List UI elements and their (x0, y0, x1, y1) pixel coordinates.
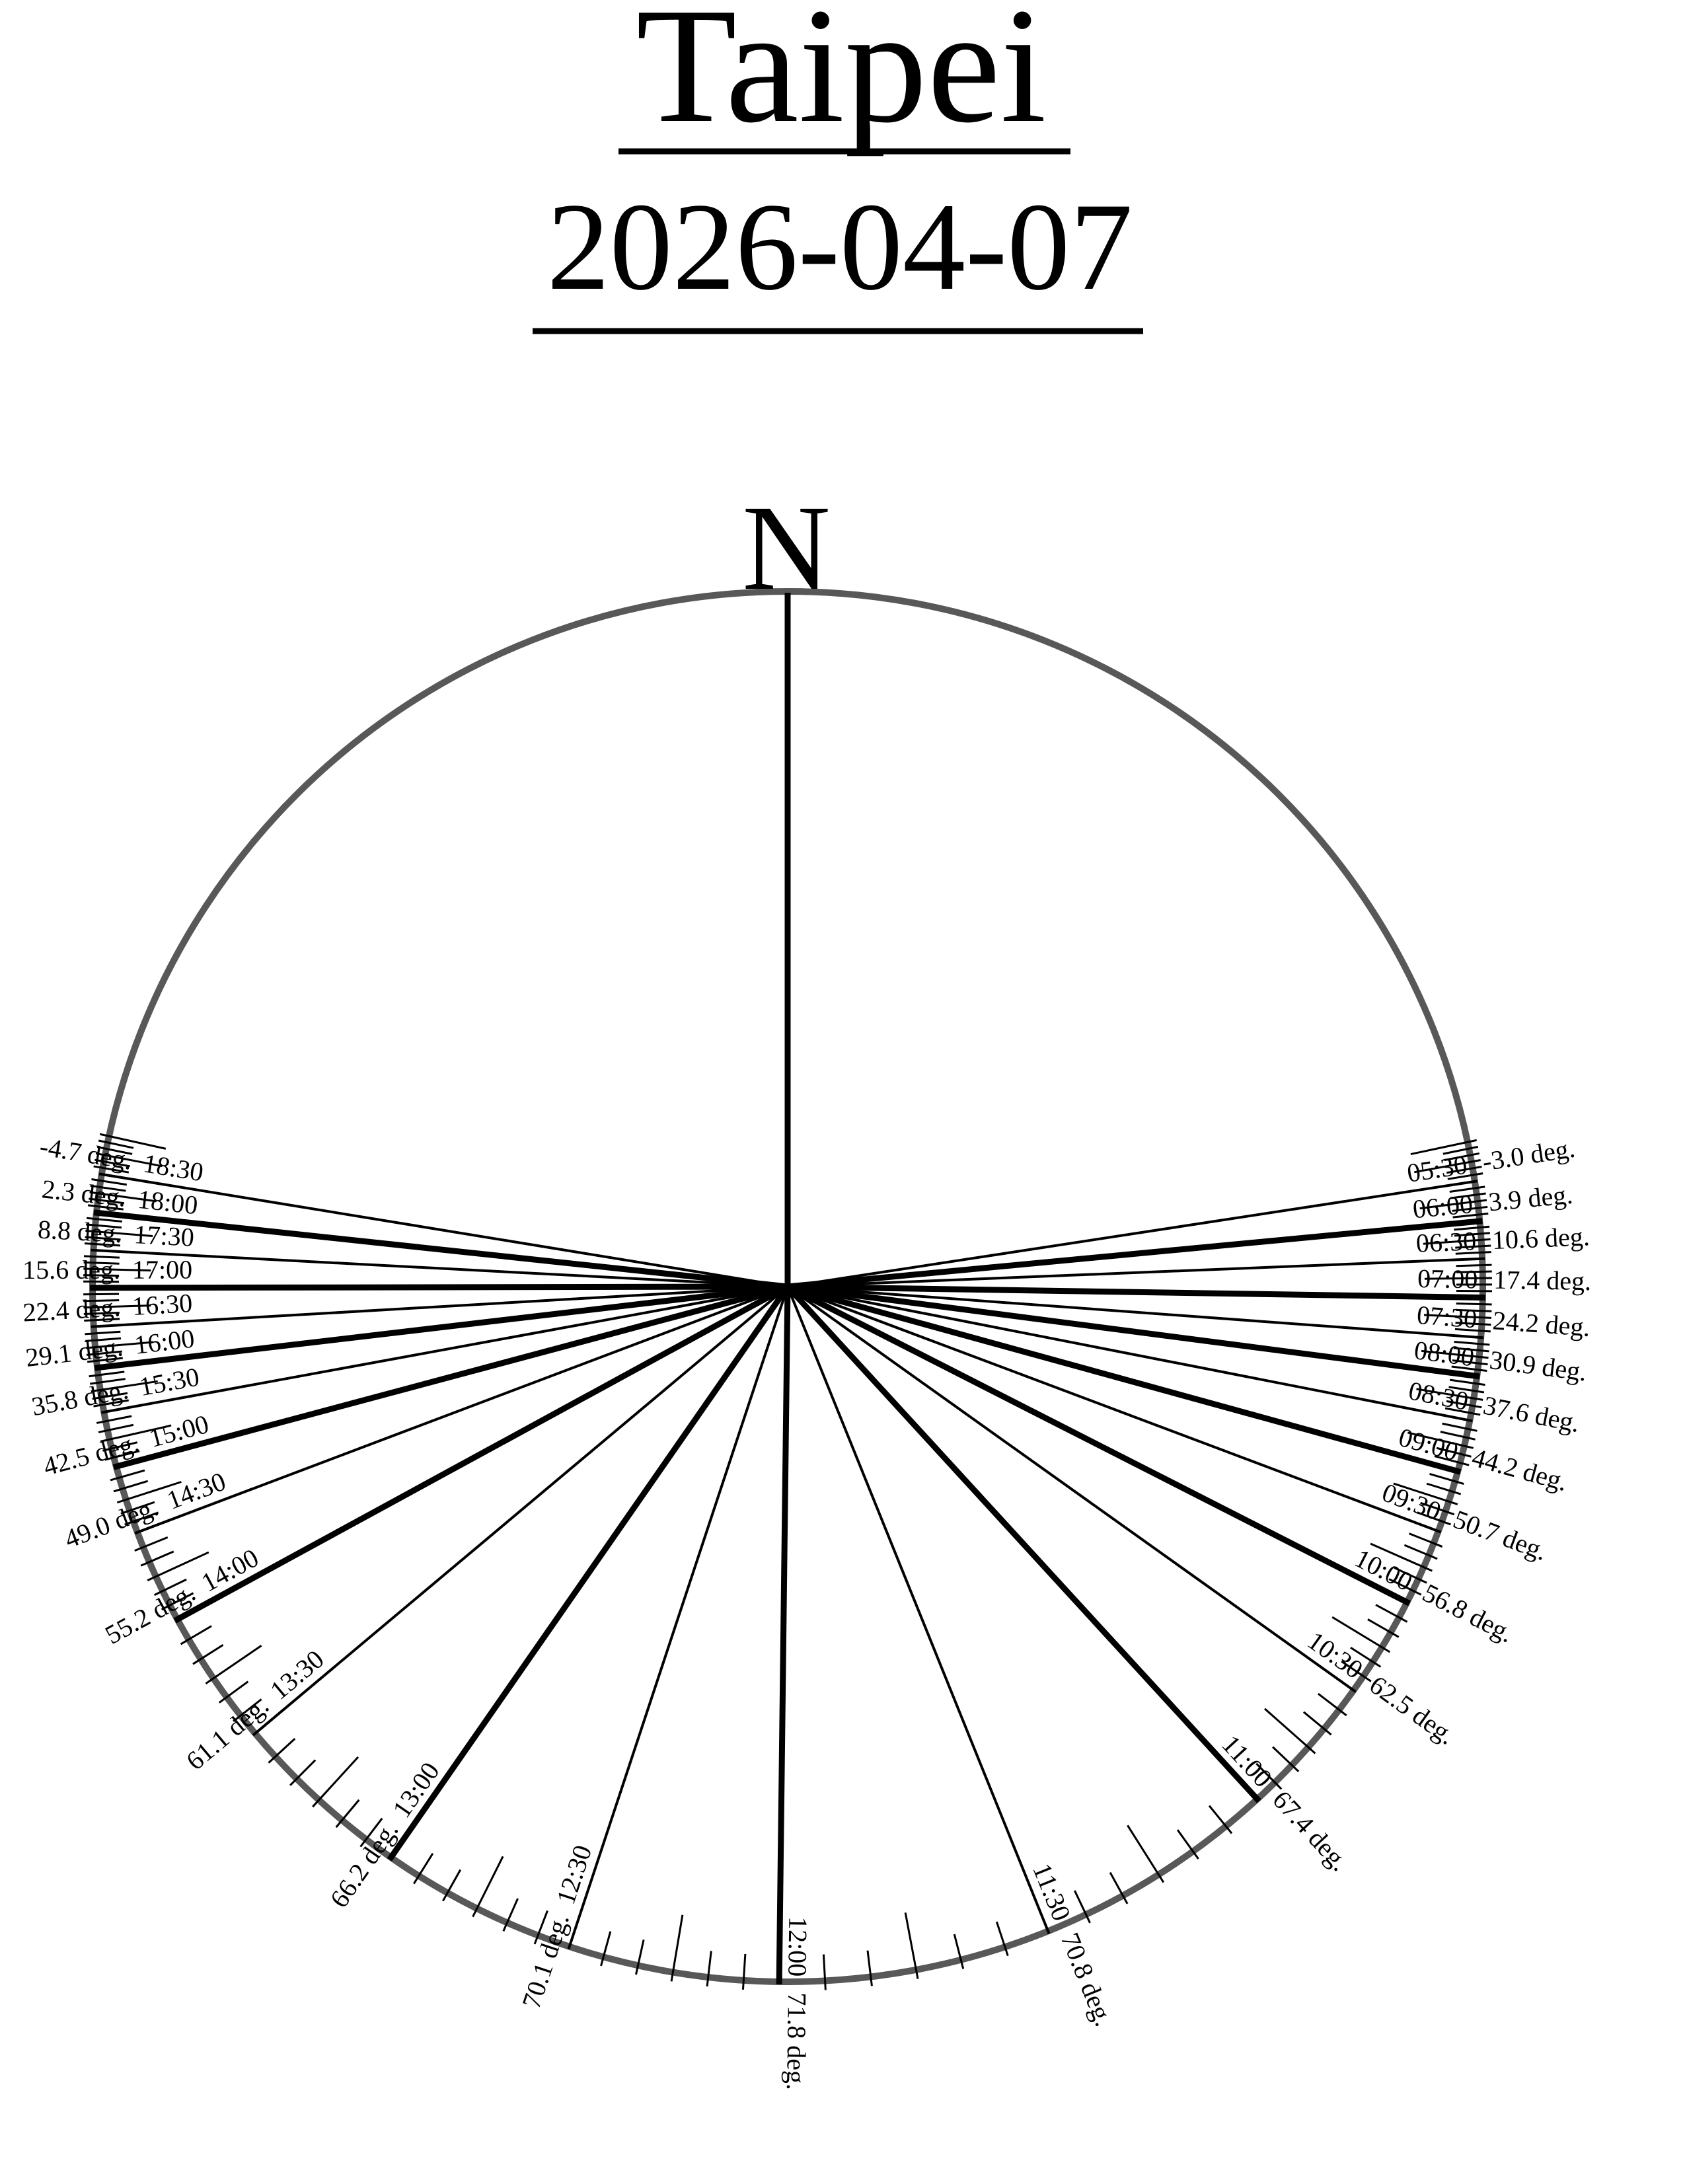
time-label: 05:30 (1405, 1150, 1469, 1188)
elevation-label: 35.8 deg. (29, 1374, 130, 1421)
elevation-label: 3.9 deg. (1487, 1180, 1574, 1217)
north-label: N (742, 480, 831, 616)
five-min-tick (707, 1951, 711, 1986)
time-label: 17:30 (133, 1219, 195, 1252)
elevation-label: -3.0 deg. (1480, 1133, 1577, 1177)
quarter-hour-tick (1127, 1825, 1163, 1882)
sun-azimuth-line (788, 1287, 1259, 1801)
sun-azimuth-line (788, 1287, 1409, 1603)
sun-azimuth-line (788, 1287, 1460, 1472)
quarter-hour-tick (313, 1757, 358, 1807)
time-label: 07:00 (1417, 1263, 1478, 1294)
sun-azimuth-line (94, 1213, 788, 1287)
elevation-label: 62.5 deg. (1364, 1669, 1460, 1750)
quarter-hour-tick (473, 1856, 504, 1916)
sun-azimuth-line (788, 1287, 1479, 1376)
elevation-label: 22.4 deg. (22, 1292, 121, 1327)
time-label: 09:30 (1378, 1477, 1445, 1526)
sun-azimuth-line (788, 1287, 1485, 1298)
time-label: 11:30 (1027, 1859, 1076, 1925)
radial-labels-layer: 05:30 -3.0 deg.06:00 3.9 deg. 06:30 10.6 deg… (22, 1131, 1591, 2091)
elevation-label: 44.2 deg. (1469, 1442, 1571, 1497)
five-min-tick (823, 1955, 825, 1990)
elevation-label: 17.4 deg. (1493, 1265, 1591, 1296)
elevation-label: 24.2 deg. (1491, 1305, 1591, 1342)
elevation-label: 49.0 deg. (60, 1491, 162, 1554)
sun-azimuth-line (788, 1221, 1482, 1287)
radial-label-group: 15.6 deg. 17:00 (22, 1255, 192, 1285)
elevation-label: 50.7 deg. (1449, 1504, 1551, 1566)
radial-label-group: 12:00 71.8 deg. (781, 1916, 813, 2090)
elevation-label: 10.6 deg. (1491, 1221, 1590, 1255)
sun-azimuth-line (779, 1287, 788, 1984)
five-min-tick (868, 1951, 872, 1986)
elevation-label: 56.8 deg. (1418, 1577, 1518, 1648)
sun-azimuth-line (788, 1259, 1485, 1287)
radial-label-group: 06:30 10.6 deg. (1415, 1221, 1590, 1258)
time-label: 07:30 (1416, 1300, 1478, 1334)
radial-label-group: 07:00 17.4 deg. (1417, 1263, 1592, 1296)
sun-azimuth-line (175, 1287, 788, 1620)
elevation-label: 37.6 deg. (1481, 1390, 1583, 1439)
radial-label-group: 05:30 -3.0 deg. (1405, 1133, 1577, 1188)
elevation-label: 67.4 deg. (1267, 1785, 1355, 1877)
time-label: 17:00 (132, 1255, 192, 1285)
time-label: 13:30 (264, 1644, 330, 1706)
sun-azimuth-line (94, 1287, 788, 1368)
five-min-tick (743, 1954, 745, 1990)
radial-label-group: 49.0 deg.14:30 (60, 1466, 229, 1554)
time-label: 09:00 (1396, 1422, 1462, 1467)
sun-azimuth-line (389, 1287, 788, 1860)
elevation-label: 71.8 deg. (781, 1992, 812, 2090)
elevation-label: 8.8 deg. (37, 1215, 123, 1249)
time-label: 16:30 (131, 1288, 194, 1321)
sun-azimuth-line (90, 1287, 788, 1288)
time-label: 18:00 (136, 1184, 199, 1220)
time-label: 12:30 (550, 1842, 597, 1908)
elevation-label: 15.6 deg. (22, 1255, 120, 1285)
sun-azimuth-line (114, 1287, 788, 1467)
sun-azimuth-line (788, 1287, 1441, 1532)
time-label: 06:00 (1411, 1189, 1474, 1224)
time-label: 14:30 (163, 1466, 229, 1515)
page-title: Taipei (636, 0, 1046, 157)
radial-label-group: 35.8 deg.15:30 (29, 1361, 202, 1421)
radial-label-group: 06:00 3.9 deg. (1411, 1180, 1574, 1224)
time-label: 12:00 (782, 1916, 813, 1977)
elevation-label: 70.1 deg. (516, 1910, 575, 2012)
elevation-label: 42.5 deg. (40, 1427, 142, 1482)
time-label: 06:30 (1415, 1226, 1477, 1258)
radial-label-group: 70.1 deg.12:30 (516, 1842, 597, 2012)
elevation-label: 2.3 deg. (40, 1174, 128, 1212)
elevation-label: 70.8 deg. (1055, 1929, 1119, 2031)
radial-lines-layer (90, 1174, 1485, 1984)
radial-label-group: 66.2 deg.13:00 (324, 1756, 445, 1913)
elevation-label: 30.9 deg. (1488, 1345, 1589, 1387)
elevation-label: 66.2 deg. (324, 1816, 404, 1913)
page-date: 2026-04-07 (547, 178, 1133, 317)
sun-azimuth-line (788, 1287, 1049, 1934)
